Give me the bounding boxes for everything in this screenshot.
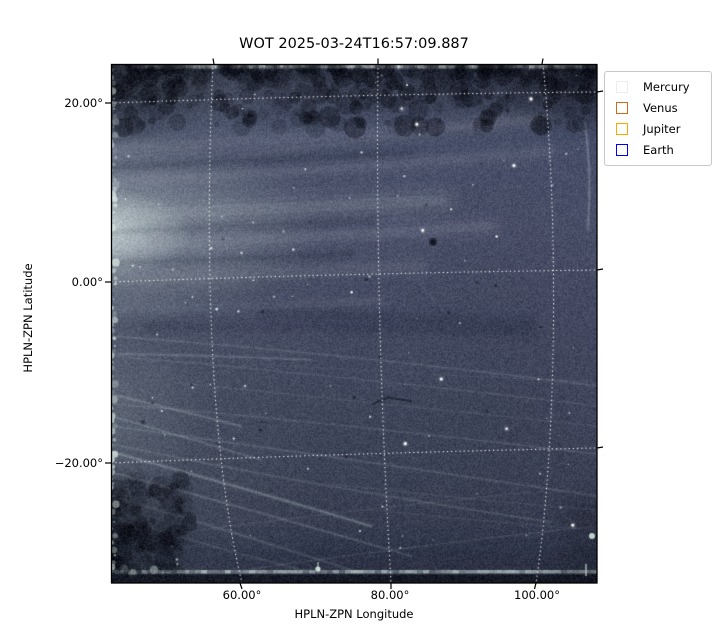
legend-item-venus: Venus — [605, 97, 711, 118]
x-tick-label-60: 60.00° — [222, 588, 262, 602]
y-tick-right-neg20 — [596, 446, 604, 449]
legend-label-earth: Earth — [643, 142, 674, 157]
y-tick-right-0 — [596, 268, 604, 271]
legend-box: Mercury Venus Jupiter Earth — [604, 71, 712, 166]
y-axis-label: HPLN-ZPN Latitude — [21, 263, 35, 373]
jupiter-swatch-icon — [616, 122, 628, 135]
legend-label-mercury: Mercury — [643, 79, 690, 94]
legend-label-jupiter: Jupiter — [643, 121, 681, 136]
legend-label-venus: Venus — [643, 100, 678, 115]
sky-image — [111, 64, 597, 583]
x-tick-label-80: 80.00° — [370, 588, 410, 602]
y-tick-label-0: 0.00° — [71, 275, 103, 289]
y-tick-label-20: 20.00° — [64, 96, 103, 110]
y-tick-right-20 — [596, 90, 604, 93]
legend-item-jupiter: Jupiter — [605, 118, 711, 139]
venus-swatch-icon — [616, 101, 628, 114]
legend-item-earth: Earth — [605, 139, 711, 160]
earth-swatch-icon — [616, 143, 628, 156]
mercury-swatch-icon — [616, 80, 628, 93]
x-axis-label: HPLN-ZPN Longitude — [294, 607, 414, 621]
legend-item-mercury: Mercury — [605, 76, 711, 97]
y-tick-label-neg20: −20.00° — [54, 456, 103, 470]
plot-title: WOT 2025-03-24T16:57:09.887 — [239, 36, 469, 52]
x-tick-label-100: 100.00° — [514, 588, 560, 602]
